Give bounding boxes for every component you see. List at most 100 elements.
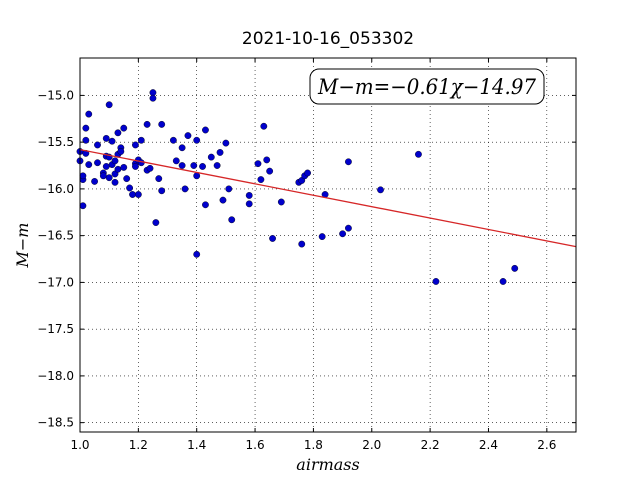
equation-box-frame: [309, 68, 545, 105]
data-point: [207, 153, 215, 161]
data-point: [155, 175, 163, 183]
data-point: [120, 124, 128, 132]
axis-ticks: 1.0 1.2 1.4 1.6 1.8 2.0 2.2 2.4 2.6 −15.0 −15.5 −16…: [37, 58, 576, 452]
data-point: [257, 176, 265, 183]
data-point: [172, 157, 180, 165]
data-point: [120, 163, 128, 171]
fit-line: [79, 148, 577, 248]
data-point: [511, 264, 519, 272]
data-point: [111, 157, 119, 165]
data-point: [137, 136, 145, 144]
x-tick-label: 1.2: [129, 438, 148, 452]
data-point: [193, 250, 201, 258]
data-point: [415, 150, 422, 158]
data-point: [184, 132, 192, 140]
y-tick-label: −16.0: [37, 182, 74, 196]
x-tick-label: 2.6: [537, 438, 556, 452]
data-point: [269, 235, 276, 242]
data-point: [345, 224, 352, 232]
data-point: [99, 172, 107, 180]
data-point: [304, 169, 311, 177]
data-point: [219, 196, 227, 204]
data-point: [111, 178, 119, 186]
data-point: [108, 137, 116, 145]
data-point: [146, 164, 154, 172]
data-point: [105, 174, 113, 182]
data-point: [263, 156, 271, 164]
data-point: [345, 158, 352, 166]
data-points: [76, 89, 519, 285]
x-tick-label: 1.6: [246, 438, 265, 452]
data-point: [143, 120, 151, 128]
fit-line-group: [79, 148, 577, 248]
data-point: [79, 172, 87, 180]
data-point: [102, 163, 110, 170]
y-tick-label: −16.5: [37, 229, 74, 243]
data-point: [266, 167, 274, 175]
data-point: [181, 185, 189, 193]
data-point: [79, 202, 87, 210]
data-point: [245, 200, 253, 208]
data-point: [91, 178, 98, 185]
data-point: [318, 233, 326, 240]
data-point: [123, 175, 131, 183]
data-point: [134, 191, 142, 198]
data-point: [254, 160, 262, 168]
data-point: [114, 129, 122, 137]
data-point: [432, 278, 440, 285]
data-point: [158, 120, 166, 128]
data-point: [199, 163, 206, 170]
y-tick-label: −17.0: [37, 275, 74, 289]
y-tick-label: −15.0: [37, 88, 74, 102]
data-point: [216, 149, 224, 156]
data-point: [114, 165, 122, 173]
data-point: [94, 141, 101, 149]
grid-lines: [79, 58, 576, 432]
data-point: [132, 163, 139, 170]
data-point: [129, 191, 136, 198]
data-point: [85, 161, 93, 168]
data-point: [499, 278, 507, 285]
data-point: [260, 122, 268, 130]
y-axis-label: M−m: [13, 223, 32, 269]
data-point: [190, 162, 198, 169]
data-point: [105, 101, 113, 109]
data-point: [193, 172, 201, 180]
data-point: [377, 186, 384, 194]
data-point: [117, 148, 125, 155]
data-point: [82, 124, 90, 132]
data-point: [228, 216, 236, 224]
equation-box: M−m=−0.61χ−14.97: [309, 68, 545, 105]
data-point: [85, 110, 93, 118]
data-point: [178, 144, 186, 152]
y-tick-label: −18.5: [37, 416, 74, 430]
x-tick-label: 2.0: [362, 438, 381, 452]
data-point: [245, 192, 253, 199]
data-point: [152, 219, 160, 226]
x-axis-label: airmass: [296, 455, 359, 474]
data-point: [202, 126, 209, 134]
data-point: [149, 94, 157, 102]
data-point: [94, 159, 101, 167]
x-tick-label: 1.0: [70, 438, 89, 452]
equation-text: M−m=−0.61χ−14.97: [317, 75, 537, 99]
y-tick-label: −17.5: [37, 322, 74, 336]
chart-title: 2021-10-16_053302: [242, 29, 414, 49]
data-point: [132, 141, 139, 149]
data-point: [178, 162, 186, 169]
data-point: [193, 136, 201, 144]
data-point: [102, 135, 110, 142]
data-point: [126, 184, 134, 192]
data-point: [277, 198, 285, 206]
x-tick-label: 1.4: [187, 438, 206, 452]
plot-frame: [79, 57, 577, 433]
data-point: [202, 201, 209, 209]
y-tick-label: −15.5: [37, 135, 74, 149]
data-point: [225, 185, 233, 193]
data-point: [169, 136, 177, 144]
data-point: [158, 187, 166, 195]
x-tick-label: 2.4: [479, 438, 498, 452]
data-point: [82, 136, 90, 144]
data-point: [339, 230, 346, 238]
